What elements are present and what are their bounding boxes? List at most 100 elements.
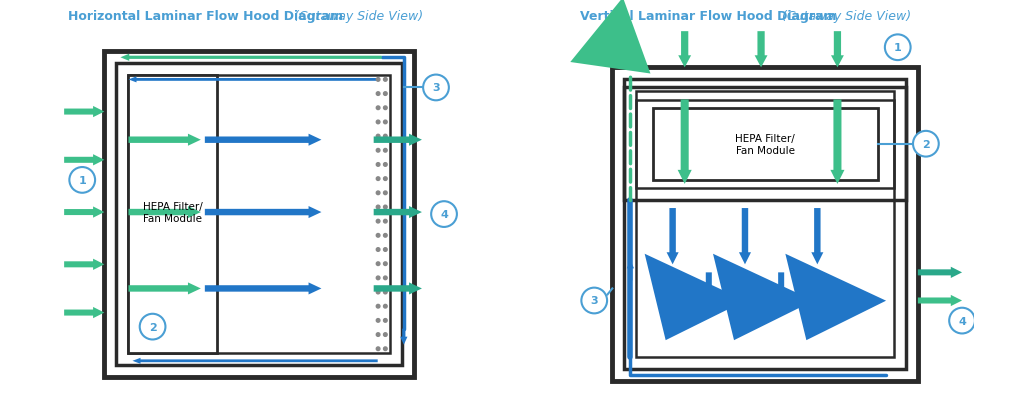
FancyArrow shape bbox=[830, 100, 845, 184]
Circle shape bbox=[376, 121, 380, 124]
Circle shape bbox=[384, 121, 387, 124]
Circle shape bbox=[384, 234, 387, 237]
Circle shape bbox=[423, 75, 449, 101]
Circle shape bbox=[376, 305, 380, 308]
Bar bbox=[117, 64, 401, 365]
FancyArrow shape bbox=[678, 32, 691, 68]
Bar bbox=[104, 52, 414, 377]
FancyArrow shape bbox=[128, 207, 201, 219]
Circle shape bbox=[949, 308, 975, 334]
FancyArrow shape bbox=[65, 207, 104, 218]
Circle shape bbox=[139, 314, 166, 340]
Circle shape bbox=[384, 319, 387, 322]
FancyArrow shape bbox=[121, 55, 382, 62]
FancyArrow shape bbox=[132, 358, 378, 364]
FancyArrow shape bbox=[627, 261, 634, 281]
Circle shape bbox=[384, 192, 387, 195]
Circle shape bbox=[70, 168, 95, 193]
Circle shape bbox=[384, 220, 387, 223]
Circle shape bbox=[384, 78, 387, 82]
FancyArrow shape bbox=[775, 273, 786, 313]
FancyArrow shape bbox=[65, 155, 104, 166]
Circle shape bbox=[582, 288, 607, 314]
Circle shape bbox=[384, 305, 387, 308]
Circle shape bbox=[384, 206, 387, 209]
Circle shape bbox=[384, 107, 387, 110]
Bar bbox=[637, 100, 894, 188]
Circle shape bbox=[376, 319, 380, 322]
Text: 4: 4 bbox=[440, 210, 447, 219]
FancyArrow shape bbox=[918, 295, 963, 306]
Text: HEPA Filter/
Fan Module: HEPA Filter/ Fan Module bbox=[142, 202, 203, 223]
Circle shape bbox=[376, 290, 380, 294]
Text: 2: 2 bbox=[922, 140, 930, 149]
Bar bbox=[652, 108, 878, 180]
FancyArrow shape bbox=[755, 32, 768, 68]
Text: (Cutaway Side View): (Cutaway Side View) bbox=[583, 10, 911, 23]
FancyArrow shape bbox=[65, 259, 104, 270]
Circle shape bbox=[376, 220, 380, 223]
Text: Vertical Laminar Flow Hood Diagram: Vertical Laminar Flow Hood Diagram bbox=[581, 10, 841, 23]
Circle shape bbox=[376, 163, 380, 167]
Circle shape bbox=[384, 333, 387, 336]
FancyArrow shape bbox=[374, 207, 422, 219]
Circle shape bbox=[913, 132, 939, 157]
Circle shape bbox=[384, 163, 387, 167]
Circle shape bbox=[376, 276, 380, 280]
Circle shape bbox=[384, 177, 387, 181]
Text: 1: 1 bbox=[79, 176, 86, 185]
Bar bbox=[128, 76, 390, 353]
Circle shape bbox=[384, 276, 387, 280]
FancyArrow shape bbox=[374, 283, 422, 295]
Text: 3: 3 bbox=[432, 83, 439, 93]
FancyArrow shape bbox=[918, 267, 963, 278]
Bar bbox=[625, 80, 906, 369]
FancyArrow shape bbox=[65, 107, 104, 118]
Circle shape bbox=[376, 262, 380, 266]
Circle shape bbox=[384, 262, 387, 266]
Text: 4: 4 bbox=[958, 316, 966, 326]
Circle shape bbox=[376, 206, 380, 209]
FancyArrow shape bbox=[205, 207, 322, 219]
Circle shape bbox=[384, 248, 387, 252]
Circle shape bbox=[376, 93, 380, 96]
Circle shape bbox=[376, 177, 380, 181]
Text: 3: 3 bbox=[591, 296, 598, 306]
Circle shape bbox=[376, 333, 380, 336]
Text: 1: 1 bbox=[894, 43, 901, 53]
Text: (Cutaway Side View): (Cutaway Side View) bbox=[71, 10, 423, 23]
Bar bbox=[637, 92, 894, 357]
Circle shape bbox=[376, 347, 380, 350]
Text: Horizontal Laminar Flow Hood Diagram: Horizontal Laminar Flow Hood Diagram bbox=[69, 10, 348, 23]
Circle shape bbox=[384, 149, 387, 153]
FancyArrow shape bbox=[667, 209, 679, 265]
Circle shape bbox=[376, 192, 380, 195]
FancyArrow shape bbox=[703, 273, 715, 313]
Circle shape bbox=[376, 107, 380, 110]
FancyArrow shape bbox=[811, 209, 823, 265]
Circle shape bbox=[376, 149, 380, 153]
Circle shape bbox=[885, 35, 910, 61]
FancyArrow shape bbox=[205, 283, 322, 295]
FancyArrow shape bbox=[128, 77, 378, 83]
Circle shape bbox=[384, 135, 387, 139]
FancyArrow shape bbox=[739, 209, 751, 265]
Circle shape bbox=[384, 290, 387, 294]
Circle shape bbox=[384, 93, 387, 96]
Bar bbox=[128, 76, 217, 353]
Circle shape bbox=[431, 202, 457, 227]
Circle shape bbox=[376, 234, 380, 237]
FancyArrow shape bbox=[400, 329, 408, 345]
FancyArrow shape bbox=[374, 134, 422, 146]
FancyArrow shape bbox=[128, 134, 201, 146]
Bar bbox=[625, 88, 906, 200]
FancyArrow shape bbox=[65, 307, 104, 318]
FancyArrow shape bbox=[128, 283, 201, 295]
FancyArrow shape bbox=[205, 134, 322, 146]
Circle shape bbox=[376, 135, 380, 139]
Circle shape bbox=[376, 78, 380, 82]
Circle shape bbox=[384, 347, 387, 350]
FancyArrow shape bbox=[678, 100, 692, 184]
Circle shape bbox=[376, 248, 380, 252]
Text: HEPA Filter/
Fan Module: HEPA Filter/ Fan Module bbox=[735, 134, 795, 155]
